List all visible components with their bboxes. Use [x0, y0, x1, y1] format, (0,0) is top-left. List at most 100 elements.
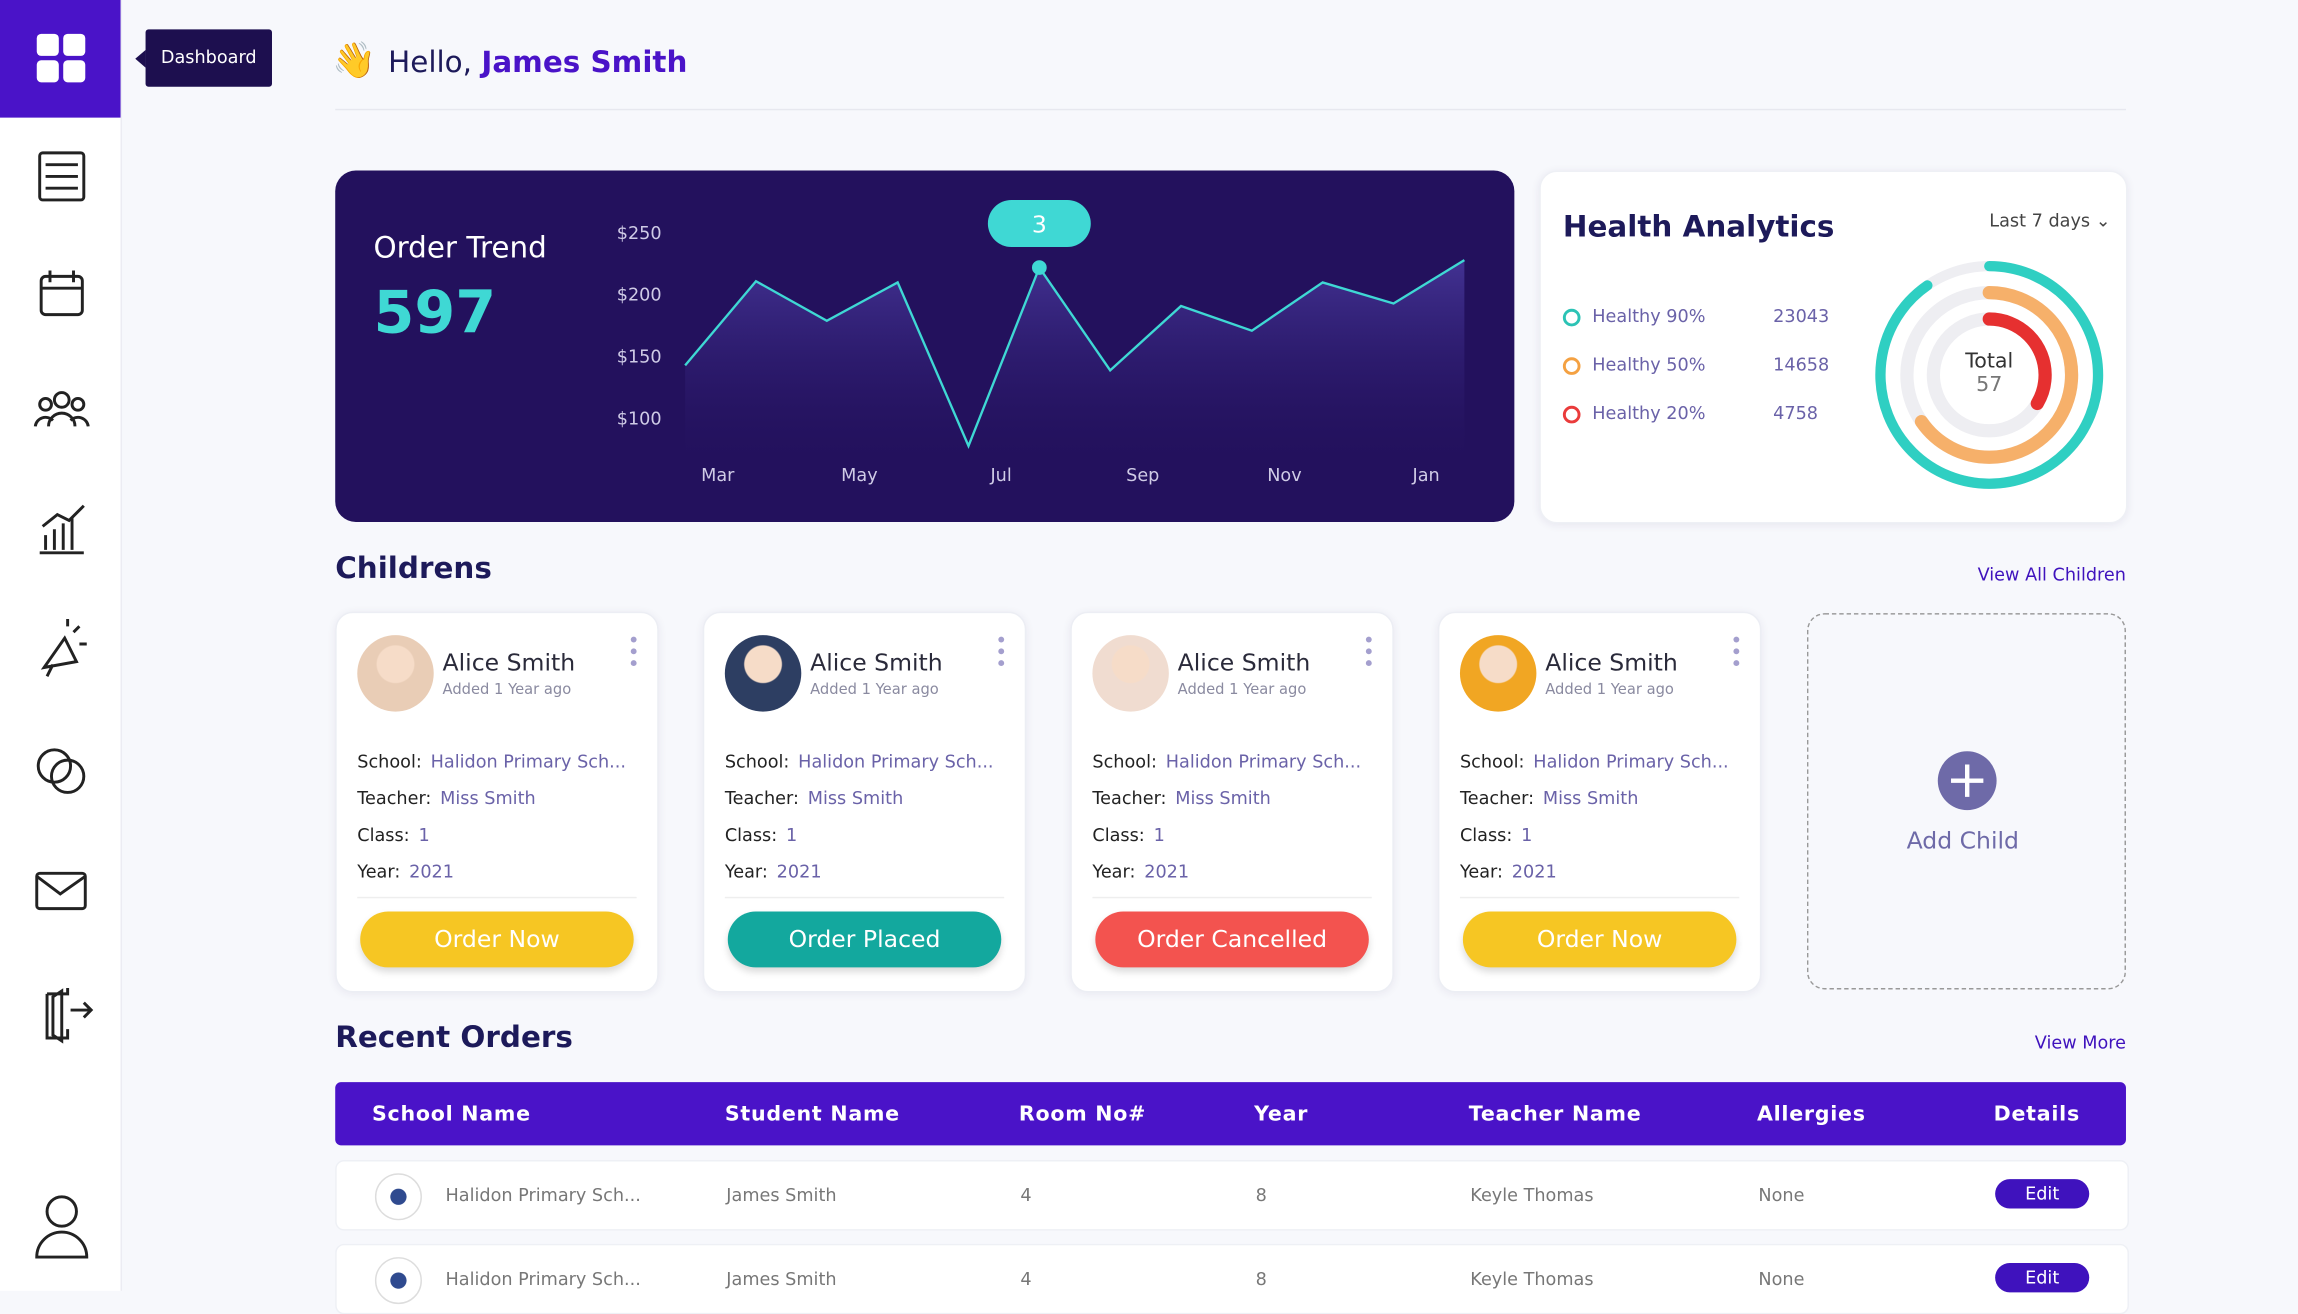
menu-dots[interactable]	[630, 636, 637, 672]
highlight-point	[1031, 260, 1047, 275]
column-header: Room No#	[1018, 1102, 1147, 1127]
child-card: Alice Smith Added 1 Year ago School: Halido…	[702, 611, 1027, 993]
area	[685, 260, 1465, 456]
avatar	[357, 635, 434, 712]
separator	[1092, 896, 1372, 899]
column-header: Details	[1993, 1102, 2080, 1127]
dot	[1365, 648, 1372, 655]
field-value: Miss Smith	[1542, 788, 1639, 809]
added-date: Added 1 Year ago	[442, 682, 572, 699]
order-total: 597	[373, 279, 497, 347]
column-header: Teacher Name	[1468, 1102, 1642, 1127]
dot	[998, 660, 1005, 667]
column-header: School Name	[371, 1102, 531, 1127]
dot	[630, 636, 637, 643]
order-button[interactable]: Order Now	[1462, 911, 1737, 968]
menu-dots[interactable]	[1733, 636, 1740, 672]
view-more-link[interactable]: View More	[2034, 1032, 2126, 1053]
field-value: 1	[1153, 824, 1165, 846]
dot	[1365, 660, 1372, 667]
legend-dot	[1562, 308, 1581, 327]
avatar	[1092, 635, 1169, 712]
added-date: Added 1 Year ago	[1177, 682, 1307, 699]
order-button[interactable]: Order Cancelled	[1095, 911, 1369, 968]
field-year: Year: 2021	[1460, 862, 1557, 883]
edit-button[interactable]: Edit	[1995, 1179, 2090, 1209]
order-button[interactable]: Order Now	[360, 911, 634, 968]
separator	[357, 896, 637, 899]
dot	[998, 648, 1005, 655]
cell: 8	[1255, 1185, 1267, 1206]
children-title: Childrens	[335, 549, 492, 586]
legend-dot	[1562, 405, 1581, 424]
y-tick-label: $200	[617, 286, 662, 306]
legend-label: Healthy 20%	[1592, 402, 1706, 424]
cell: None	[1758, 1268, 1805, 1290]
field-year: Year: 2021	[725, 862, 822, 883]
child-name: Alice Smith	[810, 648, 943, 677]
field-class: Class: 1	[725, 825, 797, 846]
column-header: Year	[1254, 1102, 1309, 1127]
field-value: 2021	[409, 861, 455, 883]
child-card: Alice Smith Added 1 Year ago School: Halido…	[1437, 611, 1762, 993]
total-value: 57	[1976, 373, 2003, 397]
field-value: Halidon Primary Sch...	[1533, 751, 1729, 772]
add-child-label: Add Child	[1906, 826, 2019, 855]
y-tick-label: $150	[617, 348, 662, 368]
x-tick-label: Mar	[701, 466, 735, 486]
column-header: Allergies	[1756, 1102, 1866, 1127]
health-title: Health Analytics	[1562, 208, 1835, 245]
cell: 4	[1020, 1268, 1032, 1290]
order-button[interactable]: Order Placed	[727, 911, 1002, 968]
field-value: 1	[786, 824, 798, 846]
field-value: Miss Smith	[807, 788, 904, 809]
period-select[interactable]: Last 7 days ⌄	[1989, 210, 2111, 231]
field-label: School:	[1459, 751, 1525, 772]
cell: James Smith	[726, 1268, 837, 1290]
annotation: 3	[1032, 210, 1047, 238]
x-tick-label: May	[841, 466, 877, 486]
nav-icons[interactable]	[0, 118, 121, 1291]
menu-dots[interactable]	[998, 636, 1005, 672]
field-teacher: Teacher: Miss Smith	[1460, 788, 1638, 809]
field-label: Teacher:	[357, 788, 432, 809]
field-teacher: Teacher: Miss Smith	[1092, 788, 1270, 809]
field-value: 2021	[1144, 861, 1190, 883]
nav-dashboard[interactable]	[0, 0, 121, 118]
field-label: School:	[724, 751, 790, 772]
school-logo	[374, 1257, 422, 1305]
dot	[998, 636, 1005, 643]
field-label: School:	[1092, 751, 1157, 772]
field-value: Miss Smith	[1175, 788, 1271, 809]
field-label: Teacher:	[724, 788, 799, 809]
field-label: Class:	[1459, 824, 1513, 846]
field-label: School:	[357, 751, 422, 772]
view-all-link[interactable]: View All Children	[1977, 564, 2126, 586]
field-school: School: Halidon Primary Sch...	[725, 751, 994, 772]
edit-button[interactable]: Edit	[1995, 1262, 2090, 1293]
x-tick-label: Jan	[1412, 466, 1440, 486]
dot	[630, 648, 637, 655]
field-year: Year: 2021	[1092, 862, 1189, 883]
field-class: Class: 1	[1092, 825, 1164, 846]
x-tick-label: Sep	[1126, 466, 1159, 486]
orders-title: Recent Orders	[335, 1018, 573, 1055]
field-label: Year:	[357, 861, 401, 883]
greeting-text: Hello,	[388, 44, 473, 80]
cell: None	[1758, 1185, 1805, 1206]
cell: Halidon Primary Sch...	[445, 1268, 641, 1290]
annotation-bubble	[987, 199, 1091, 248]
cell: Keyle Thomas	[1470, 1185, 1594, 1206]
field-value: 2021	[1511, 861, 1557, 883]
field-label: Class:	[357, 824, 410, 846]
field-school: School: Halidon Primary Sch...	[1092, 751, 1361, 772]
field-value: 2021	[776, 861, 822, 883]
rings	[1875, 260, 2104, 489]
add-child-card[interactable]	[1806, 613, 2126, 990]
order-row: Halidon Primary Sch... James Smith 4 8 Keyle…	[335, 1243, 2129, 1314]
field-value: Miss Smith	[440, 788, 536, 809]
child-name: Alice Smith	[442, 648, 576, 677]
menu-dots[interactable]	[1365, 636, 1372, 672]
field-value: 1	[1521, 824, 1533, 846]
